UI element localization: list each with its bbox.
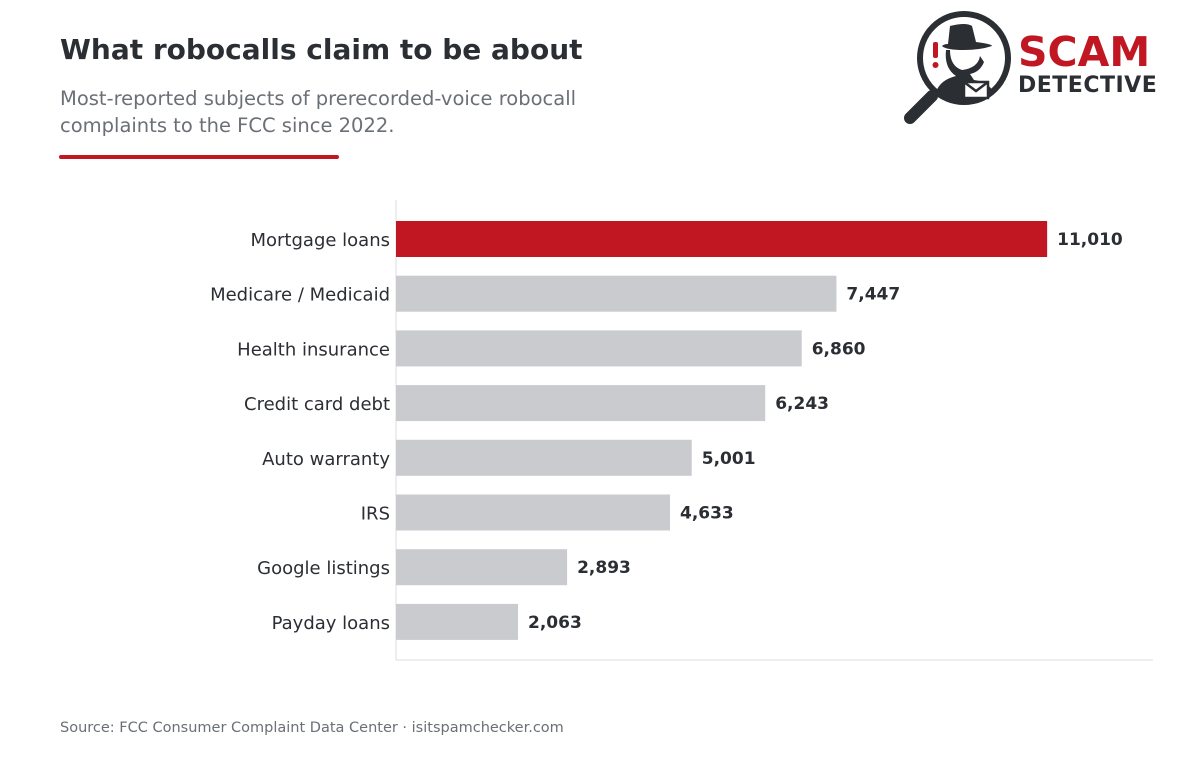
- value-label: 5,001: [702, 449, 756, 469]
- bar: [396, 494, 670, 531]
- bar: [396, 221, 1048, 257]
- scam-detective-logo: SCAM DETECTIVE: [900, 10, 1160, 130]
- bar: [396, 439, 692, 476]
- bars-group: Mortgage loans 11,010 Medicare / Medicaid 7…: [210, 221, 1123, 640]
- bar: [396, 385, 766, 422]
- chart-title: What robocalls claim to be about: [60, 33, 583, 66]
- category-label: Auto warranty: [262, 449, 390, 470]
- bar: [396, 330, 802, 367]
- category-label: IRS: [361, 504, 390, 525]
- category-label: Mortgage loans: [250, 230, 390, 251]
- value-label: 4,633: [680, 504, 734, 524]
- value-label: 2,893: [577, 558, 631, 578]
- value-label: 2,063: [528, 613, 582, 633]
- chart-subtitle: Most-reported subjects of prerecorded-vo…: [60, 87, 577, 137]
- magnifier-detective-icon: [904, 11, 1011, 124]
- bar: [396, 603, 519, 640]
- value-label: 7,447: [846, 285, 900, 305]
- value-label: 6,243: [775, 394, 829, 414]
- logo-word-detective: DETECTIVE: [1018, 73, 1158, 98]
- value-label: 11,010: [1057, 230, 1123, 250]
- category-label: Health insurance: [237, 339, 390, 360]
- logo-word-scam: SCAM: [1018, 28, 1151, 76]
- accent-rule: [59, 155, 339, 159]
- category-label: Medicare / Medicaid: [210, 285, 390, 306]
- category-label: Credit card debt: [244, 394, 390, 415]
- category-label: Payday loans: [272, 613, 390, 634]
- category-label: Google listings: [257, 558, 390, 579]
- value-label: 6,860: [812, 339, 866, 359]
- bar: [396, 275, 837, 312]
- bar: [396, 549, 568, 586]
- source-note: Source: FCC Consumer Complaint Data Cent…: [60, 720, 564, 736]
